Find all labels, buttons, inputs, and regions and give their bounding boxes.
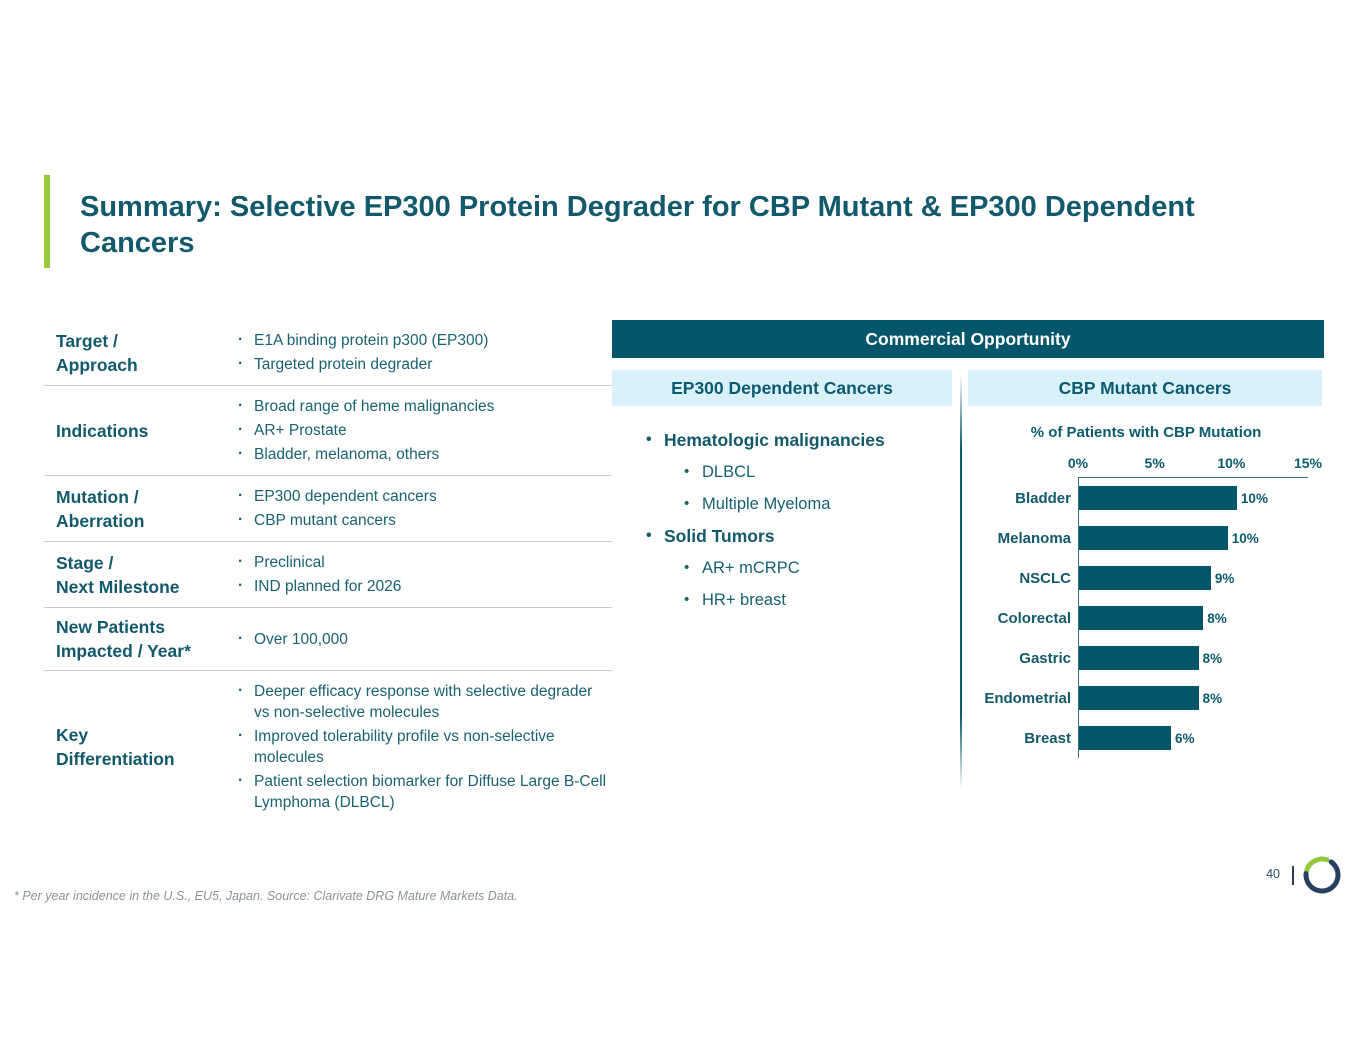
bullet-item: Patient selection biomarker for Diffuse … bbox=[236, 770, 612, 813]
category-label: NSCLC bbox=[1019, 569, 1071, 587]
bullet-item: Broad range of heme malignancies bbox=[236, 395, 612, 417]
row-bullet-list: Broad range of heme malignanciesAR+ Pros… bbox=[236, 393, 612, 468]
bar-value-label: 10% bbox=[1240, 490, 1268, 506]
profile-table: Target /Approach E1A binding protein p300… bbox=[44, 320, 612, 823]
bar-row: Melanoma 10% bbox=[998, 518, 1308, 558]
commercial-opportunity-header: Commercial Opportunity bbox=[612, 320, 1324, 358]
table-row: Stage /Next Milestone PreclinicalIND plan… bbox=[44, 541, 612, 607]
chart-title: % of Patients with CBP Mutation bbox=[1030, 424, 1262, 441]
category-label: Melanoma bbox=[997, 529, 1071, 547]
bullet-item: E1A binding protein p300 (EP300) bbox=[236, 329, 612, 351]
bar-row: NSCLC 9% bbox=[1019, 558, 1308, 598]
row-bullet-list: EP300 dependent cancersCBP mutant cancer… bbox=[236, 483, 612, 534]
chart-plot-area: Bladder 10% Melanoma 10% NSCLC 9% Colorectal 8%… bbox=[984, 477, 1308, 758]
commercial-bullet-item: Multiple Myeloma bbox=[612, 488, 957, 520]
bar-value-label: 8% bbox=[1202, 690, 1223, 706]
row-label: New Patients Impacted / Year* bbox=[56, 617, 191, 661]
category-label: Colorectal bbox=[997, 609, 1071, 627]
x-axis-ticks: 0% 5% 10% 15% bbox=[968, 455, 1324, 477]
bullet-item: Deeper efficacy response with selective … bbox=[236, 680, 612, 723]
category-label: Breast bbox=[1024, 729, 1071, 747]
bullet-item: Targeted protein degrader bbox=[236, 353, 612, 375]
row-bullet-list: Over 100,000 bbox=[236, 626, 612, 653]
bullet-item: Preclinical bbox=[236, 551, 612, 573]
table-row: Target /Approach E1A binding protein p300… bbox=[44, 320, 612, 385]
column-divider bbox=[960, 374, 962, 790]
bar-row: Colorectal 8% bbox=[998, 598, 1308, 638]
commercial-bullet-item: Hematologic malignancies bbox=[612, 424, 957, 456]
bar-value-label: 10% bbox=[1231, 530, 1259, 546]
bar bbox=[1079, 486, 1237, 510]
row-label: Key Differentiation bbox=[56, 725, 175, 769]
row-label: Indications bbox=[56, 420, 149, 441]
commercial-bullet-item: HR+ breast bbox=[612, 584, 957, 616]
page-title: Summary: Selective EP300 Protein Degrade… bbox=[80, 191, 1195, 259]
bullet-item: Bladder, melanoma, others bbox=[236, 443, 612, 465]
bar bbox=[1079, 686, 1199, 710]
table-row: Mutation /Aberration EP300 dependent canc… bbox=[44, 475, 612, 541]
bullet-item: AR+ Prostate bbox=[236, 419, 612, 441]
category-label: Endometrial bbox=[984, 689, 1071, 707]
commercial-bullet-item: DLBCL bbox=[612, 456, 957, 488]
logo-green-arc bbox=[1304, 856, 1330, 874]
row-label: Stage / Next Milestone bbox=[56, 552, 180, 597]
bullet-item: Improved tolerability profile vs non-sel… bbox=[236, 725, 612, 768]
bar-value-label: 6% bbox=[1175, 730, 1195, 746]
logo-navy-arc bbox=[1303, 859, 1341, 894]
bar-row: Breast 6% bbox=[1024, 718, 1308, 758]
bar bbox=[1079, 726, 1171, 750]
row-label: Mutation / Aberration bbox=[56, 486, 145, 531]
x-tick-label: 10% bbox=[1217, 455, 1246, 471]
title-accent-bar bbox=[44, 175, 50, 268]
category-label: Bladder bbox=[1015, 489, 1071, 507]
page-number: 40 bbox=[1266, 867, 1280, 881]
ep300-dependent-cancers-header: EP300 Dependent Cancers bbox=[612, 370, 952, 406]
bar-value-label: 8% bbox=[1202, 650, 1223, 666]
row-bullet-list: Deeper efficacy response with selective … bbox=[236, 678, 612, 816]
table-row: Indications Broad range of heme malignanc… bbox=[44, 385, 612, 475]
page-number-divider bbox=[1292, 866, 1294, 885]
row-bullet-list: PreclinicalIND planned for 2026 bbox=[236, 549, 612, 600]
category-label: Gastric bbox=[1019, 649, 1071, 667]
bar-value-label: 8% bbox=[1207, 610, 1227, 626]
footnote: * Per year incidence in the U.S., EU5, J… bbox=[14, 889, 518, 903]
x-tick-label: 0% bbox=[1067, 455, 1089, 471]
x-tick-label: 5% bbox=[1144, 455, 1165, 471]
x-tick-label: 15% bbox=[1293, 455, 1323, 471]
commercial-bullet-list: Hematologic malignanciesDLBCLMultiple My… bbox=[612, 424, 957, 616]
bullet-item: EP300 dependent cancers bbox=[236, 485, 612, 507]
commercial-bullet-item: Solid Tumors bbox=[612, 520, 957, 552]
bar-row: Gastric 8% bbox=[1019, 638, 1308, 678]
bar bbox=[1079, 646, 1199, 670]
cbp-mutation-bar-chart: % of Patients with CBP Mutation 0% 5% 10% 1… bbox=[968, 424, 1324, 758]
row-bullet-list: E1A binding protein p300 (EP300)Targeted… bbox=[236, 327, 612, 378]
commercial-bullet-item: AR+ mCRPC bbox=[612, 552, 957, 584]
bullet-item: Over 100,000 bbox=[236, 628, 612, 650]
bar-row: Bladder 10% bbox=[1015, 478, 1308, 518]
bar bbox=[1079, 566, 1211, 590]
cbp-mutant-cancers-header: CBP Mutant Cancers bbox=[968, 370, 1322, 406]
company-ring-logo-icon bbox=[1303, 856, 1341, 894]
bullet-item: CBP mutant cancers bbox=[236, 509, 612, 531]
row-label: Target / Approach bbox=[56, 330, 138, 375]
bar-row: Endometrial 8% bbox=[984, 678, 1308, 718]
bullet-item: IND planned for 2026 bbox=[236, 575, 612, 597]
bar bbox=[1079, 526, 1228, 550]
bar bbox=[1079, 606, 1204, 630]
bar-value-label: 9% bbox=[1214, 570, 1235, 586]
